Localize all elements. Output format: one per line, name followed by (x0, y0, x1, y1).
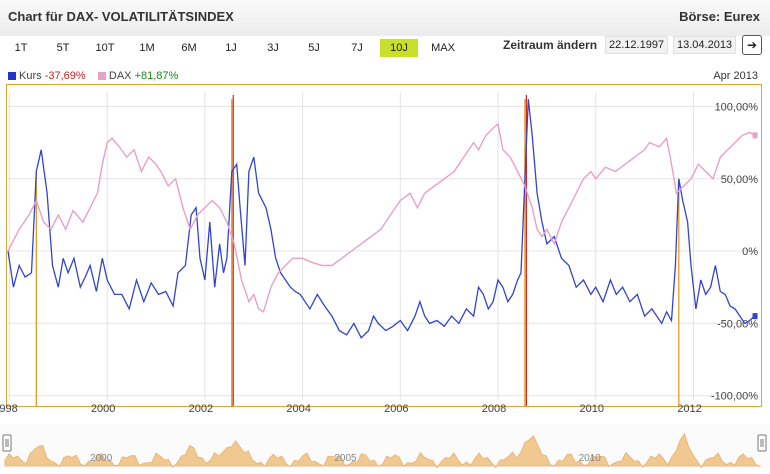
y-tick-label: 100,00% (715, 101, 759, 113)
range-label: Zeitraum ändern (503, 38, 598, 52)
drag-handle-icon (757, 434, 767, 452)
period-button-max[interactable]: MAX (431, 42, 455, 54)
dax-swatch (97, 72, 106, 81)
period-button-5j[interactable]: 5J (308, 42, 320, 54)
period-button-3j[interactable]: 3J (267, 42, 279, 54)
x-tick-label: 2004 (286, 403, 310, 415)
series-end-marker (752, 313, 758, 320)
series-line-kurs (7, 99, 755, 339)
plot-frame (6, 84, 762, 407)
period-button-1t[interactable]: 1T (14, 42, 28, 54)
x-tick-label: 2006 (384, 403, 408, 415)
x-tick-label: 2008 (482, 403, 506, 415)
navigator-area (4, 432, 761, 469)
navigator-label: 2000 (90, 453, 113, 464)
as-of-label: Apr 2013 (713, 70, 758, 82)
period-button-10j[interactable]: 10J (380, 39, 418, 57)
date-to-field[interactable]: 13.04.2013 (673, 36, 737, 54)
exchange-label: Börse: Eurex (679, 9, 760, 24)
legend-dax-name: DAX (108, 70, 132, 82)
period-button-6m[interactable]: 6M (181, 42, 197, 54)
period-button-1m[interactable]: 1M (139, 42, 155, 54)
navigator-label: 2010 (579, 453, 602, 464)
navigator-label: 2005 (334, 453, 357, 464)
x-tick-label: 2012 (677, 403, 701, 415)
x-tick-label: 2010 (580, 403, 604, 415)
arrow-right-icon[interactable]: ➔ (742, 35, 762, 55)
legend-kurs-change: -37,69% (44, 70, 86, 82)
kurs-swatch (8, 72, 16, 81)
chart-header: Chart für DAX- VOLATILITÄTSINDEX Börse: … (0, 0, 770, 37)
series-end-marker (752, 132, 758, 139)
legend-dax-change: +81,87% (134, 70, 179, 82)
x-tick-label: 1998 (0, 403, 18, 415)
period-button-1j[interactable]: 1J (225, 42, 237, 54)
y-tick-label: 0% (742, 246, 758, 258)
chart-title: Chart für DAX- VOLATILITÄTSINDEX (8, 9, 234, 24)
x-tick-label: 2002 (189, 403, 213, 415)
period-button-7j[interactable]: 7J (351, 42, 363, 54)
period-toolbar: 1T 5T 10T 1M 6M 1J 3J 5J 7J 10J MAX (0, 36, 770, 58)
series-line-dax (7, 122, 755, 313)
y-tick-label: -100,00% (711, 391, 758, 403)
drag-handle-icon (2, 434, 12, 452)
legend: Kurs -37,69% DAX +81,87% (8, 70, 178, 82)
legend-kurs-name: Kurs (19, 70, 42, 82)
y-tick-label: 50,00% (721, 174, 759, 186)
period-button-10t[interactable]: 10T (95, 42, 115, 54)
date-from-field[interactable]: 22.12.1997 (605, 36, 669, 54)
y-tick-label: -50,00% (717, 318, 758, 330)
period-button-5t[interactable]: 5T (56, 42, 70, 54)
x-tick-label: 2000 (91, 403, 115, 415)
